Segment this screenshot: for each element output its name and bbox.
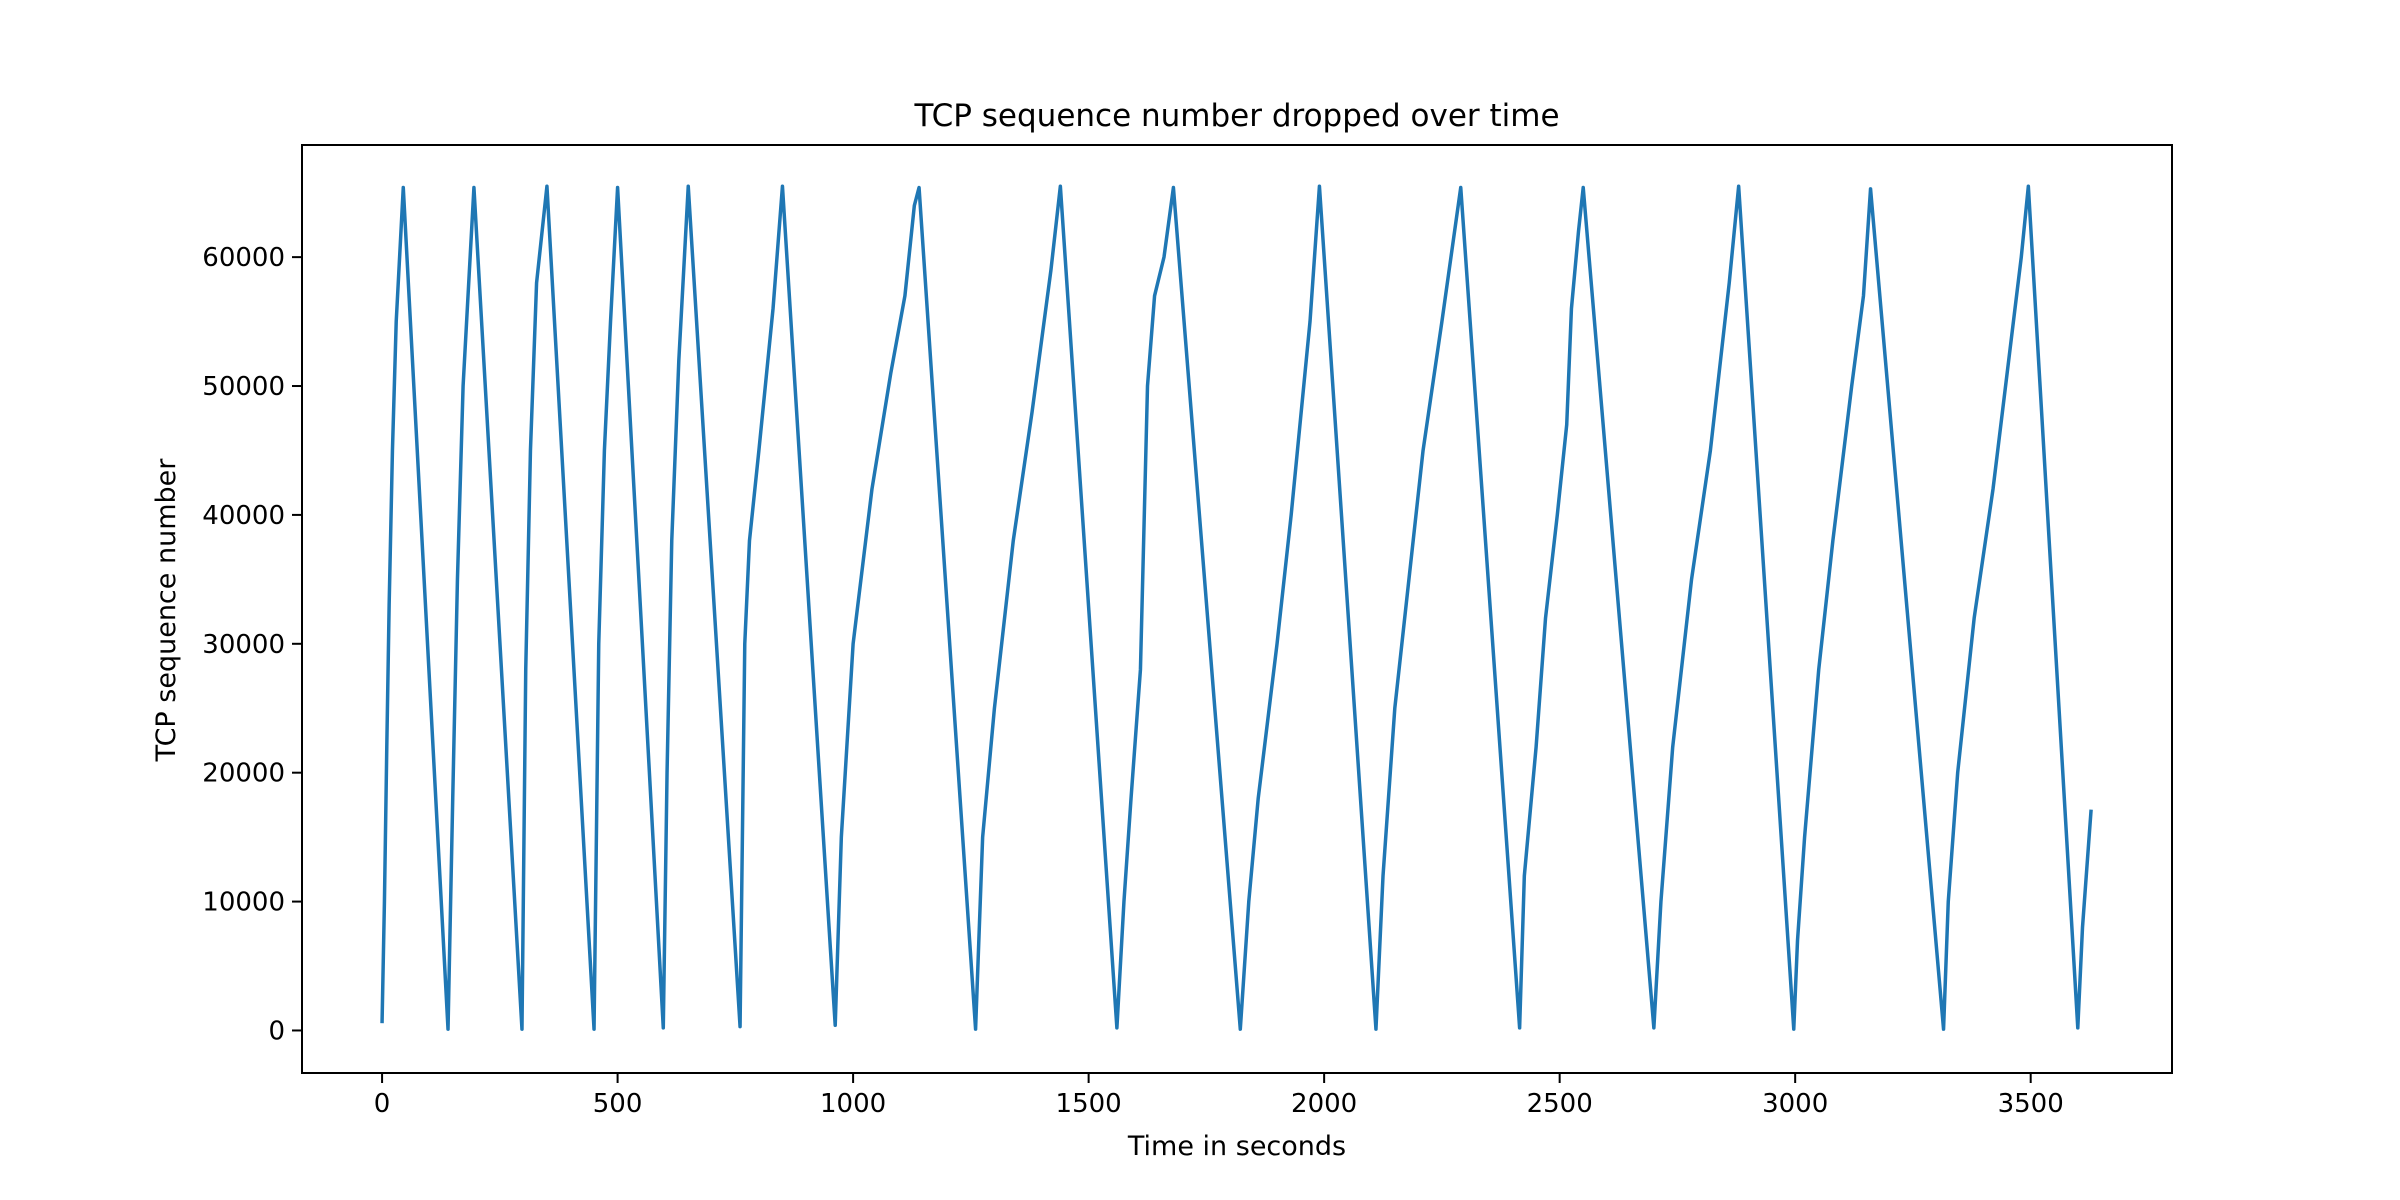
x-axis-label: Time in seconds <box>1127 1131 1346 1162</box>
x-tick-label: 3500 <box>1998 1089 2064 1119</box>
x-tick-label: 2500 <box>1527 1089 1593 1119</box>
x-tick-label: 3000 <box>1762 1089 1828 1119</box>
x-axis: 0 500 1000 1500 2000 2500 3000 3500 <box>374 1073 2064 1119</box>
y-tick-label: 20000 <box>202 759 285 789</box>
y-tick-label: 0 <box>268 1016 285 1046</box>
y-tick-label: 10000 <box>202 888 285 918</box>
series-line-0 <box>380 184 2093 1031</box>
x-tick-label: 500 <box>593 1089 643 1119</box>
x-tick-label: 1000 <box>820 1089 886 1119</box>
y-tick-label: 30000 <box>202 630 285 660</box>
y-tick-label: 60000 <box>202 243 285 273</box>
x-tick-label: 2000 <box>1291 1089 1357 1119</box>
x-tick-label: 1500 <box>1056 1089 1122 1119</box>
y-axis-label: TCP sequence number <box>151 458 182 763</box>
y-tick-label: 50000 <box>202 372 285 402</box>
x-tick-label: 0 <box>374 1089 391 1119</box>
plot-area <box>380 184 2093 1031</box>
y-tick-label: 40000 <box>202 501 285 531</box>
chart-title: TCP sequence number dropped over time <box>913 98 1559 134</box>
plot-frame <box>301 144 2173 1074</box>
y-axis: 0 10000 20000 30000 40000 50000 60000 <box>202 243 302 1046</box>
